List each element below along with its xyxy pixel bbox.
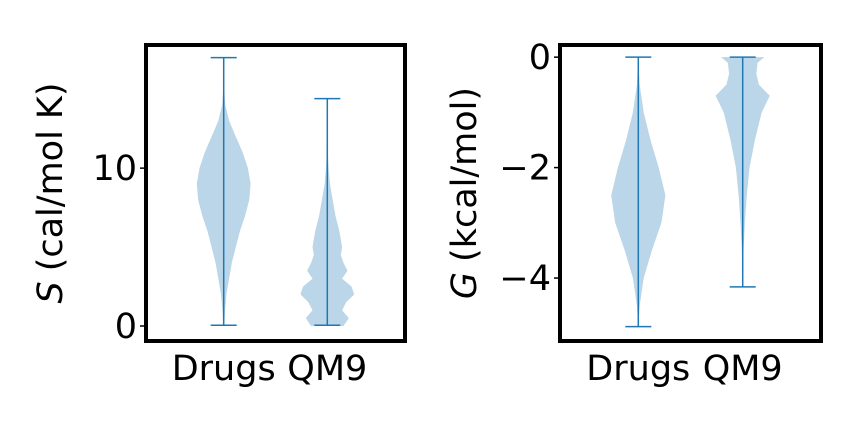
y-tick-label: −2: [499, 149, 551, 189]
x-tick-label: QM9: [287, 349, 367, 389]
y-axis-label: S (cal/mol K): [31, 82, 71, 303]
x-tick-label: Drugs: [586, 349, 690, 389]
y-axis-label: G (kcal/mol): [445, 87, 485, 299]
y-tick-label: −4: [499, 259, 551, 299]
y-axis-label-unit: (cal/mol K): [31, 82, 71, 271]
y-axis-label-symbol: G: [445, 272, 485, 299]
y-tick-label: 0: [115, 307, 137, 347]
y-tick-label: 0: [529, 38, 551, 78]
y-tick-label: 10: [92, 149, 137, 189]
axes-frame: [558, 43, 823, 343]
x-tick-label: QM9: [703, 349, 783, 389]
y-axis-label-symbol: S: [31, 281, 71, 303]
x-tick-label: Drugs: [172, 349, 276, 389]
y-axis-label-unit: (kcal/mol): [445, 87, 485, 262]
axes-frame: [144, 43, 407, 343]
